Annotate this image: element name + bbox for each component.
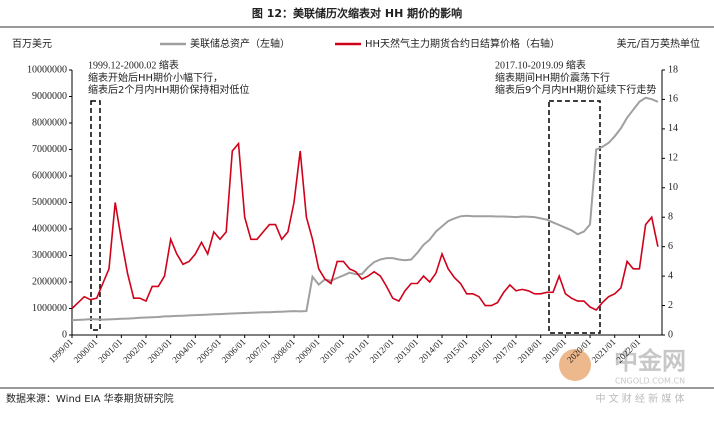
x-tick-label: 2015/01 — [442, 337, 470, 365]
period-box — [90, 100, 101, 331]
x-tick-label: 2008/01 — [269, 337, 297, 365]
x-tick-label: 1999/01 — [47, 337, 75, 365]
watermark: CNGOLD.COM.CN — [615, 377, 685, 386]
x-tick-label: 2013/01 — [392, 337, 420, 365]
x-tick-label: 2010/01 — [318, 337, 346, 365]
annotation: 缩表后9个月内HH期价延续下行走势 — [495, 83, 656, 96]
y-tick-label: 6000000 — [32, 170, 67, 181]
y-axis-label: 百万美元 — [12, 37, 52, 50]
y-tick-label: 7000000 — [32, 144, 67, 155]
y2-axis-label: 美元/百万英热单位 — [617, 37, 700, 50]
y2-tick-label: 14 — [668, 123, 678, 134]
x-tick-label: 2017/01 — [491, 337, 519, 365]
x-tick-label: 2004/01 — [170, 337, 198, 365]
y2-tick-label: 6 — [668, 241, 673, 252]
series-line — [71, 141, 659, 311]
x-tick-label: 2016/01 — [466, 337, 494, 365]
watermark: 中 文 财 经 新 媒 体 — [595, 392, 684, 405]
annotation: 缩表后2个月内HH期价保持相对低位 — [88, 83, 249, 96]
x-tick-label: 2007/01 — [244, 337, 272, 365]
y-tick-label: 9000000 — [32, 91, 67, 102]
y2-tick-label: 18 — [668, 64, 678, 75]
legend-label: 美联储总资产（左轴） — [190, 37, 290, 50]
legend-label: HH天然气主力期货合约日结算价格（右轴） — [365, 37, 560, 50]
annotation: 缩表期间HH期价震荡下行 — [495, 71, 610, 84]
y-tick-label: 3000000 — [32, 250, 67, 261]
y-tick-label: 8000000 — [32, 117, 67, 128]
y2-tick-label: 4 — [668, 270, 673, 281]
x-tick-label: 2001/01 — [96, 337, 124, 365]
x-tick-label: 2002/01 — [121, 337, 149, 365]
series-line — [71, 96, 659, 322]
x-tick-label: 2014/01 — [417, 337, 445, 365]
y2-tick-label: 16 — [668, 94, 678, 105]
y-tick-label: 1000000 — [32, 303, 67, 314]
annotation: 缩表开始后HH期价小幅下行， — [88, 71, 223, 84]
y-tick-label: 4000000 — [32, 223, 67, 234]
x-tick-label: 2000/01 — [72, 337, 100, 365]
period-box — [548, 100, 601, 334]
y-tick-label: 2000000 — [32, 276, 67, 287]
y2-tick-label: 0 — [668, 329, 673, 340]
x-tick-label: 2011/01 — [343, 337, 371, 365]
x-tick-label: 2012/01 — [368, 337, 396, 365]
y-tick-label: 10000000 — [27, 64, 67, 75]
annotation: 2017.10-2019.09 缩表 — [495, 58, 586, 71]
x-tick-label: 2018/01 — [516, 337, 544, 365]
x-tick-label: 2005/01 — [195, 337, 223, 365]
y-tick-label: 5000000 — [32, 197, 67, 208]
x-tick-label: 2009/01 — [294, 337, 322, 365]
annotation: 1999.12-2000.02 缩表 — [88, 58, 179, 71]
watermark-logo — [559, 349, 591, 381]
source: 数据来源：Wind EIA 华泰期货研究院 — [6, 392, 174, 405]
y-tick-label: 0 — [62, 329, 67, 340]
x-tick-label: 2003/01 — [146, 337, 174, 365]
x-tick-label: 2006/01 — [220, 337, 248, 365]
y2-tick-label: 10 — [668, 182, 678, 193]
y2-tick-label: 8 — [668, 212, 673, 223]
watermark: 中金网 — [614, 347, 686, 375]
chart-title: 图 12：美联储历次缩表对 HH 期价的影响 — [252, 6, 462, 20]
y2-tick-label: 2 — [668, 300, 673, 311]
y2-tick-label: 12 — [668, 153, 678, 164]
